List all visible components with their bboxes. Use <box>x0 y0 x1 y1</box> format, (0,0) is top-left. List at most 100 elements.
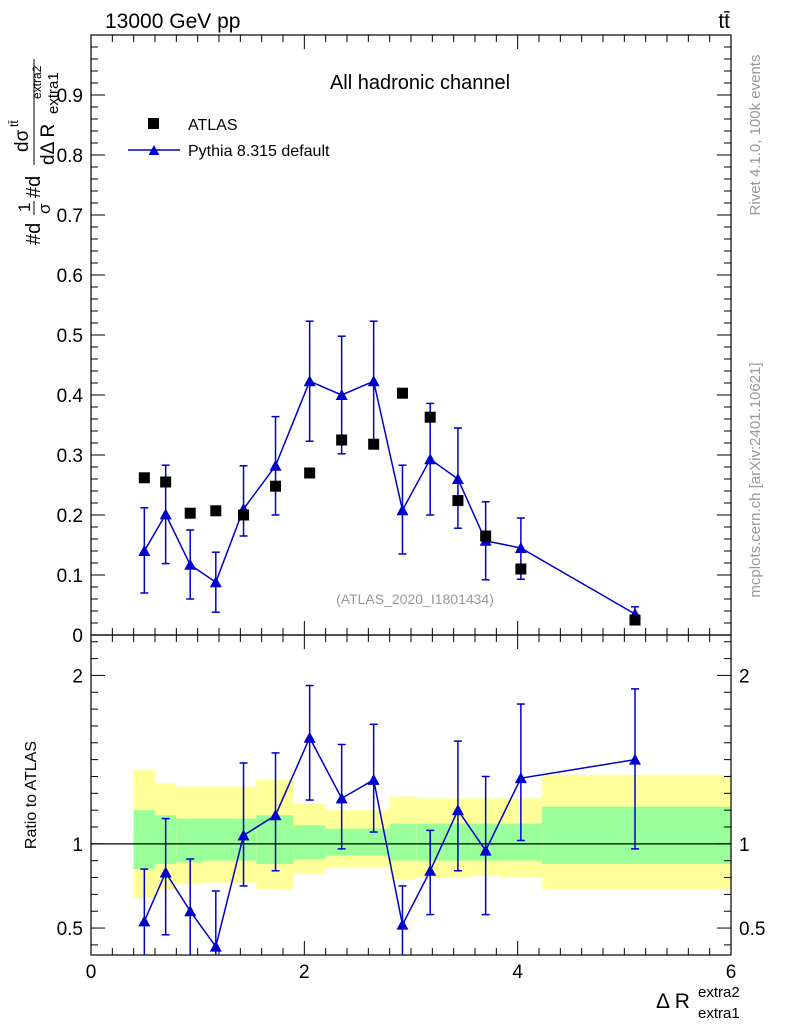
ratio-xtick-label: 0 <box>86 962 97 983</box>
mc-line <box>143 380 636 615</box>
ratio-point <box>451 804 464 816</box>
mc-point <box>514 542 527 553</box>
atlas-point <box>452 495 464 507</box>
ratio-marks <box>138 684 641 955</box>
main-ytick-label: 0.5 <box>57 326 83 347</box>
ratio-xtick-label: 6 <box>726 962 737 983</box>
atlas-point <box>424 411 436 423</box>
ratio-ytick-label-right: 2 <box>739 666 750 687</box>
ratio-point <box>237 829 250 841</box>
xlabel-sup: extra2 <box>698 984 740 1001</box>
atlas-point <box>336 434 348 446</box>
atlas-point <box>138 472 150 484</box>
mc-point <box>451 473 464 484</box>
ratio-point <box>184 905 197 917</box>
main-panel: All hadronic channel (ATLAS_2020_I180143… <box>7 34 732 647</box>
mc-point <box>184 558 197 570</box>
legend-mc-marker <box>148 145 160 155</box>
ratio-ytick-label-right: 1 <box>739 835 750 856</box>
ratio-point <box>269 809 282 821</box>
ratio-xtick-label: 4 <box>512 962 523 983</box>
mc-point <box>209 576 222 588</box>
ratio-point <box>335 792 348 804</box>
ratio-point <box>396 918 409 930</box>
main-ytick-label: 0.7 <box>57 206 83 227</box>
process-label: tt̄ <box>718 10 730 33</box>
atlas-point <box>210 505 222 517</box>
atlas-point <box>396 387 408 399</box>
ratio-axes: 0.5 0.5 1 1 2 2 0 2 4 6 <box>57 635 765 983</box>
ylabel-den: dΔ R <box>38 124 59 165</box>
ratio-band-inner <box>389 823 417 861</box>
ratio-point <box>629 753 641 765</box>
legend: ATLAS Pythia 8.315 default <box>128 117 330 160</box>
main-axes: 0.1 0.2 0.3 0.4 0.5 0.6 0.7 0.8 0.9 0 <box>57 35 732 647</box>
legend-atlas-label: ATLAS <box>188 117 238 134</box>
atlas-point <box>304 467 316 479</box>
rivet-label: Rivet 4.1.0, 100k events <box>747 55 764 216</box>
atlas-point <box>270 480 282 492</box>
ratio-bands <box>133 769 731 898</box>
ratio-point <box>209 940 222 952</box>
ratio-point <box>159 866 172 878</box>
mc-point <box>159 508 172 520</box>
atlas-point <box>368 438 380 450</box>
mc-point <box>424 453 437 465</box>
atlas-point <box>515 563 527 575</box>
main-ytick-label: 0.4 <box>57 386 84 407</box>
ylabel-mid: #d <box>23 176 45 198</box>
ratio-ytick-label: 0.5 <box>57 919 83 940</box>
ratio-xtick-label: 2 <box>299 962 310 983</box>
atlas-point <box>238 509 250 521</box>
legend-mc-label: Pythia 8.315 default <box>188 143 330 160</box>
ratio-ytick-label: 2 <box>72 666 83 687</box>
xlabel: Δ R extra2 extra1 <box>656 984 740 1022</box>
main-marks <box>138 320 641 626</box>
main-ytick-label: 0.6 <box>57 266 83 287</box>
analysis-id: (ATLAS_2020_I1801434) <box>336 591 494 607</box>
mc-point <box>396 504 409 516</box>
ylabel-den-sub: extra1 <box>45 72 62 114</box>
main-ytick-label: 0.1 <box>57 566 83 587</box>
main-ytick-label-zero: 0 <box>72 626 83 647</box>
ratio-point <box>138 915 151 927</box>
ratio-point <box>424 864 437 876</box>
chart-title: All hadronic channel <box>330 72 510 94</box>
legend-atlas-marker <box>148 118 159 129</box>
main-ytick-label: 0.9 <box>57 86 83 107</box>
ylabel-num: dσ <box>12 129 33 152</box>
energy-label: 13000 GeV pp <box>105 10 240 33</box>
ratio-point <box>479 844 492 856</box>
main-ytick-label: 0.3 <box>57 446 83 467</box>
atlas-point <box>480 530 492 542</box>
ratio-band-inner <box>542 806 731 865</box>
ratio-ytick-label-right: 0.5 <box>739 919 765 940</box>
ratio-band-inner <box>176 818 203 863</box>
mc-point <box>335 389 348 400</box>
ratio-ytick-label: 1 <box>72 835 83 856</box>
ratio-ylabel: Ratio to ATLAS <box>23 741 40 849</box>
ylabel-frac-num: 1 <box>15 203 34 212</box>
ratio-band-inner <box>133 810 155 870</box>
atlas-point <box>184 507 196 519</box>
ratio-panel: Ratio to ATLAS 0.5 0.5 1 1 2 2 0 2 4 6 Δ R extra2… <box>23 634 765 1022</box>
ratio-point <box>303 731 316 743</box>
mc-point <box>138 545 151 556</box>
main-frame <box>90 34 732 636</box>
xlabel-main: Δ R <box>656 990 690 1013</box>
atlas-point <box>629 614 641 626</box>
main-ylabel: #d 1 σ #d dσ tt̄ dΔ R extra2 extra1 <box>7 59 62 245</box>
main-ytick-label: 0.8 <box>57 146 83 167</box>
mc-point <box>269 459 282 471</box>
ylabel-prefix: #d <box>23 223 45 245</box>
ratio-point <box>367 773 380 785</box>
atlas-point <box>160 476 172 488</box>
ratio-point <box>514 772 527 784</box>
xlabel-sub: extra1 <box>698 1005 740 1022</box>
mc-point <box>303 375 316 387</box>
ratio-band-inner <box>293 825 326 859</box>
ylabel-frac-den: σ <box>35 203 54 214</box>
mc-point <box>367 375 380 387</box>
mcplots-label: mcplots.cern.ch [arXiv:2401.10621] <box>747 362 764 597</box>
